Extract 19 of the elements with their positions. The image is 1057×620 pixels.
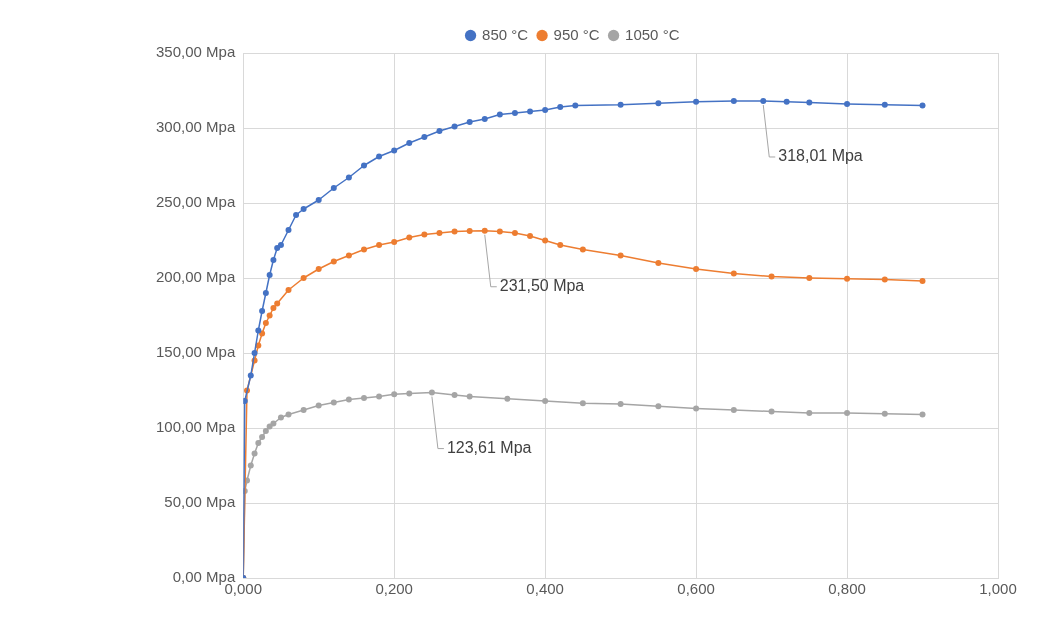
annotation: 123,61 Mpa	[446, 438, 532, 456]
y-tick-label: 50,00 Mpa	[164, 493, 236, 511]
legend-label: 850 °C	[482, 25, 529, 43]
y-tick-label: 100,00 Mpa	[155, 418, 236, 436]
annotation: 231,50 Mpa	[499, 277, 585, 295]
annotation: 318,01 Mpa	[778, 147, 863, 165]
x-tick-label: 0,800	[828, 580, 866, 598]
x-tick-label: 0,200	[375, 580, 413, 598]
legend-label: 950 °C	[553, 25, 600, 43]
y-tick-label: 350,00 Mpa	[155, 43, 236, 61]
x-tick-label: 1,000	[979, 580, 1017, 598]
y-tick-label: 300,00 Mpa	[155, 118, 236, 136]
x-tick-label: 0,400	[526, 580, 564, 598]
y-tick-label: 200,00 Mpa	[155, 268, 236, 286]
x-tick-label: 0,600	[677, 580, 715, 598]
y-tick-label: 0,00 Mpa	[172, 568, 236, 586]
y-tick-label: 150,00 Mpa	[155, 343, 236, 361]
y-tick-label: 250,00 Mpa	[155, 193, 236, 211]
legend-label: 1050 °C	[625, 25, 680, 43]
